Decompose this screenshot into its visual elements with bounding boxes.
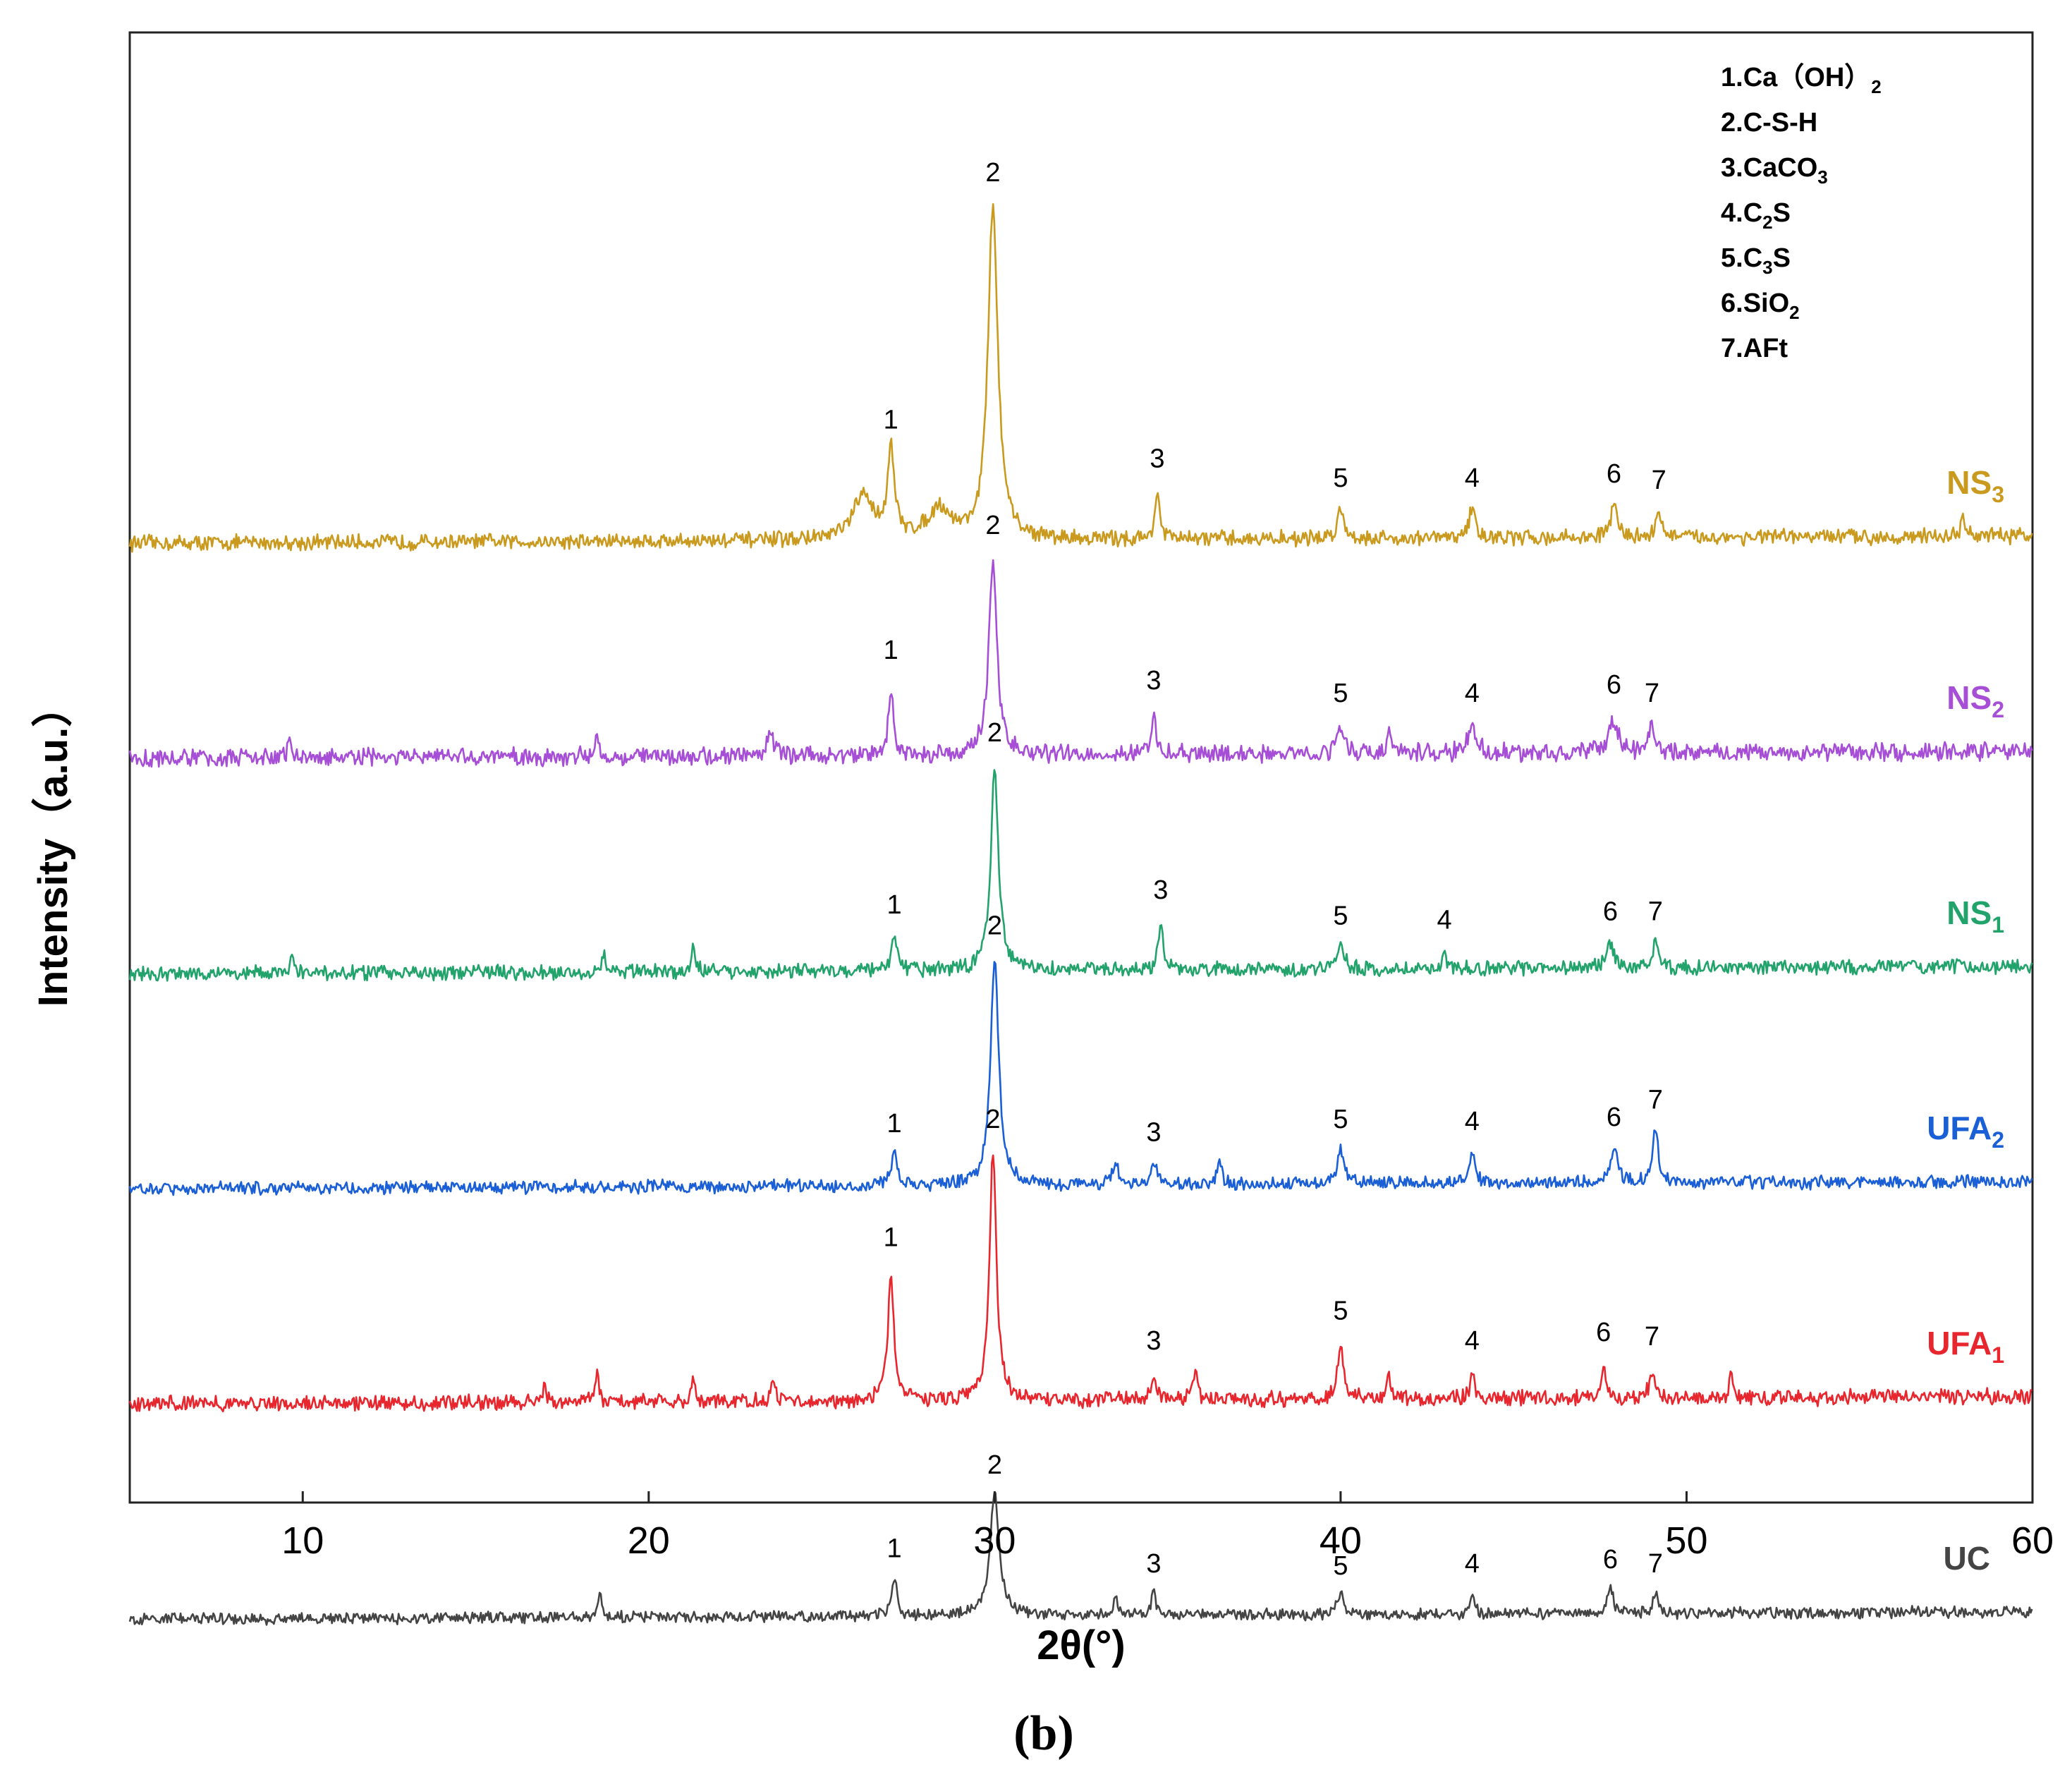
peak-label-ns1-4: 4 [1437, 906, 1452, 935]
figure-caption: (b) [1013, 1706, 1074, 1761]
peak-label-uc-5: 5 [1333, 1551, 1348, 1581]
series-label-uc: UC [1944, 1540, 1990, 1577]
series-ufa1 [128, 1154, 2033, 1413]
series-line-ufa1 [128, 1154, 2033, 1413]
x-tick-label-50: 50 [1665, 1519, 1707, 1562]
peak-label-ns2-3: 3 [1146, 666, 1161, 696]
series-line-ufa2 [128, 961, 2033, 1196]
series-label-ns1: NS1 [1946, 894, 2004, 937]
series-ns2 [128, 559, 2033, 768]
peak-label-ns3-7: 7 [1652, 466, 1666, 495]
peak-label-uc-3: 3 [1146, 1549, 1161, 1579]
peak-label-ufa2-7: 7 [1648, 1086, 1663, 1115]
peak-label-ufa2-6: 6 [1607, 1103, 1621, 1132]
peak-label-ufa1-7: 7 [1645, 1322, 1659, 1352]
series-layer [128, 202, 2033, 1626]
peak-label-ns1-3: 3 [1153, 875, 1168, 905]
peak-label-ns3-4: 4 [1465, 463, 1480, 493]
legend-entry-4: 4.C2S [1721, 198, 1791, 233]
peak-label-ufa2-3: 3 [1146, 1117, 1161, 1147]
x-tick-label-40: 40 [1320, 1519, 1362, 1562]
peak-label-uc-2: 2 [987, 1450, 1002, 1480]
peak-label-ufa2-2: 2 [987, 911, 1002, 941]
legend: 1.Ca（OH）2 2.C-S-H 3.CaCO3 4.C2S 5.C3S 6.SiO2 7… [1721, 63, 1882, 363]
peak-label-ns3-3: 3 [1150, 444, 1164, 474]
peak-label-ufa1-6: 6 [1596, 1318, 1611, 1347]
peak-label-ns1-1: 1 [887, 890, 902, 920]
series-label-ufa1: UFA1 [1927, 1325, 2004, 1368]
legend-entry-2: 2.C-S-H [1721, 108, 1817, 138]
series-line-ns3 [128, 202, 2033, 553]
peak-label-ns3-5: 5 [1333, 463, 1348, 493]
series-label-ns2: NS2 [1946, 679, 2004, 722]
peak-label-ufa2-1: 1 [887, 1109, 902, 1139]
legend-entry-6: 6.SiO2 [1721, 289, 1800, 323]
x-tick-label-20: 20 [628, 1519, 670, 1562]
peak-label-ns2-1: 1 [884, 636, 898, 665]
peak-label-ns1-5: 5 [1333, 901, 1348, 930]
peak-label-ns1-7: 7 [1648, 897, 1663, 926]
peak-label-ns2-4: 4 [1465, 679, 1480, 708]
peak-label-ns2-2: 2 [985, 511, 1000, 540]
y-axis-title: Intensity（a.u.） [30, 686, 76, 1007]
peak-label-ns3-1: 1 [884, 406, 898, 435]
plot-area-frame [128, 31, 2034, 1504]
peak-label-ufa1-3: 3 [1146, 1326, 1161, 1356]
peak-label-ns2-5: 5 [1333, 679, 1348, 708]
peak-label-ns1-6: 6 [1603, 897, 1618, 926]
x-axis: 10 20 30 40 50 60 [281, 1491, 2054, 1562]
x-axis-title: 2θ(°) [1037, 1622, 1125, 1668]
legend-entry-7: 7.AFt [1721, 334, 1788, 363]
x-tick-label-30: 30 [973, 1519, 1016, 1562]
peak-label-ufa2-4: 4 [1465, 1107, 1480, 1136]
peak-label-ns3-6: 6 [1607, 459, 1621, 489]
series-label-ufa2: UFA2 [1927, 1110, 2004, 1153]
series-line-ns2 [128, 559, 2033, 768]
peak-label-uc-4: 4 [1465, 1549, 1480, 1579]
peak-label-ufa1-4: 4 [1465, 1326, 1480, 1356]
series-ns1 [128, 769, 2033, 982]
x-tick-label-10: 10 [281, 1519, 324, 1562]
x-tick-label-60: 60 [2011, 1519, 2054, 1562]
series-line-ns1 [128, 769, 2033, 982]
peak-label-ns2-6: 6 [1607, 670, 1621, 700]
peak-label-ns1-2: 2 [987, 718, 1002, 748]
peak-label-ufa1-1: 1 [884, 1223, 898, 1253]
legend-entry-3: 3.CaCO3 [1721, 153, 1828, 188]
series-ns3 [128, 202, 2033, 553]
peak-label-uc-1: 1 [887, 1534, 902, 1564]
peak-label-uc-7: 7 [1648, 1549, 1663, 1579]
peak-label-ufa1-2: 2 [985, 1105, 1000, 1134]
series-label-ns3: NS3 [1946, 464, 2004, 507]
legend-entry-5: 5.C3S [1721, 243, 1791, 278]
peak-label-ns3-2: 2 [985, 158, 1000, 188]
legend-entry-1: 1.Ca（OH）2 [1721, 63, 1882, 97]
peak-label-uc-6: 6 [1603, 1545, 1618, 1574]
series-uc [128, 1492, 2033, 1626]
peak-label-ufa1-5: 5 [1333, 1296, 1348, 1325]
series-ufa2 [128, 961, 2033, 1196]
peak-label-ns2-7: 7 [1645, 679, 1659, 708]
series-line-uc [128, 1492, 2033, 1626]
peak-label-ufa2-5: 5 [1333, 1105, 1348, 1134]
